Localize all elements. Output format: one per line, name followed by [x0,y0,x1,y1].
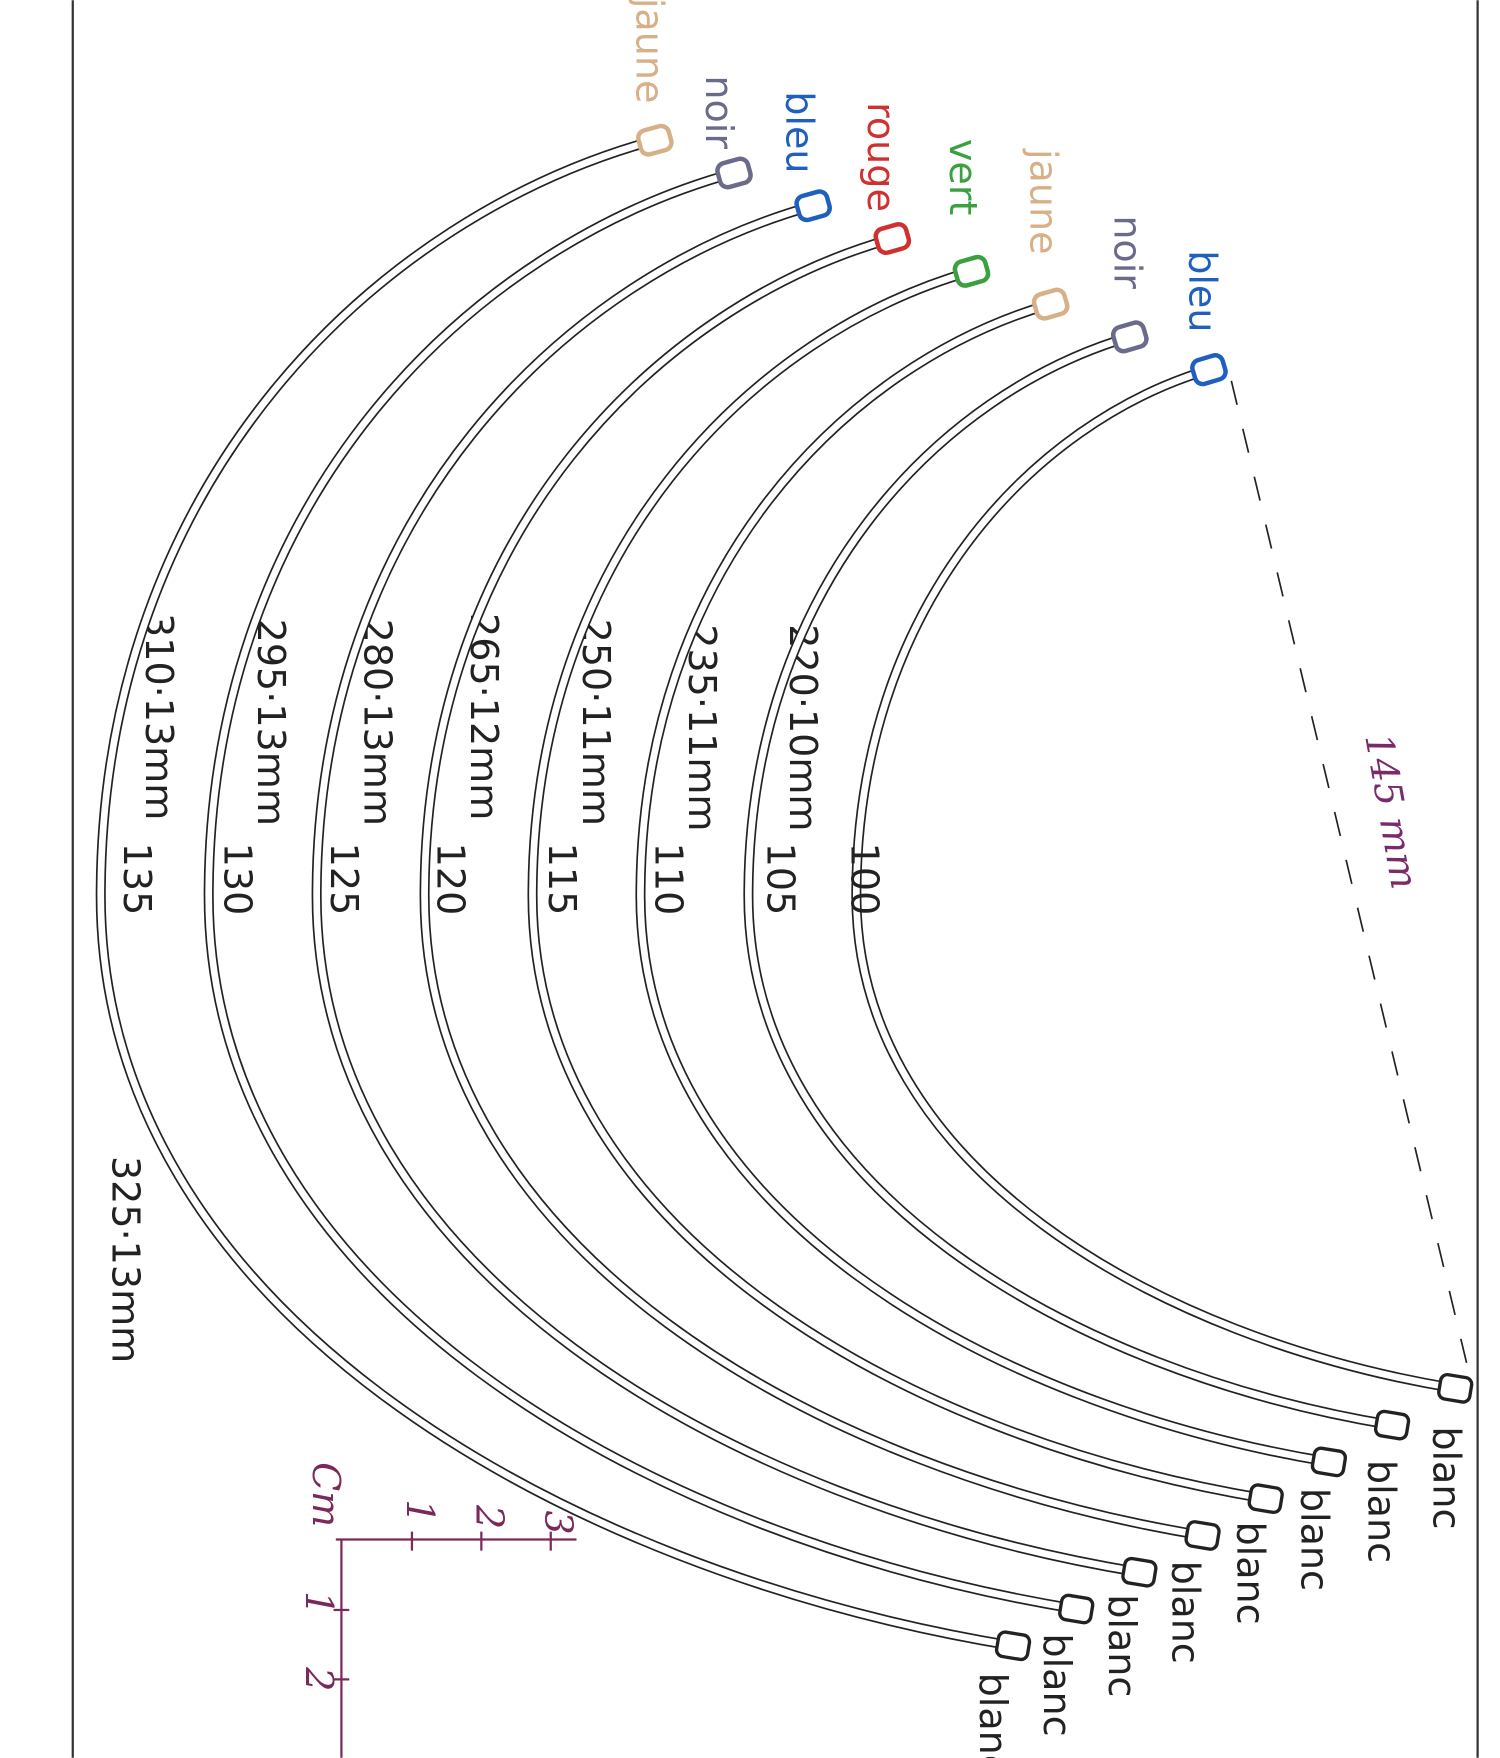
tip-label: jaune [1022,148,1066,255]
end-label: blanc [1292,1488,1336,1591]
radius-label: 100 [842,843,886,916]
end-label: blanc [1164,1561,1208,1664]
end-cap [1058,1593,1095,1625]
scale-label: 1 [297,1591,341,1615]
radius-label: 120 [428,843,472,916]
end-label: blanc [971,1673,1015,1758]
end-cap [1310,1446,1348,1478]
end-cap [994,1630,1032,1662]
wire-core [637,300,1330,1466]
tip-cap [794,189,832,223]
length-label: 235·11mm [680,624,724,831]
wire-outline [851,364,1457,1394]
radius-label: 110 [647,843,691,916]
end-cap [1184,1520,1221,1551]
wire-core [852,366,1456,1392]
scale-label: 2 [297,1666,341,1691]
end-label: blanc [1035,1633,1079,1736]
tip-cap [1110,320,1149,354]
tip-cap [1031,287,1070,321]
length-label: 295·13mm [249,619,293,826]
wire-core [97,136,1014,1650]
tip-label: bleu [778,91,822,173]
tip-cap [636,123,674,157]
tip-label: rouge [859,102,903,212]
end-cap [1373,1409,1411,1441]
end-cap [1247,1483,1284,1515]
wire-core [421,235,1204,1539]
end-cap [1121,1556,1158,1588]
radius-label: 115 [540,843,584,916]
end-label: blanc [1229,1521,1273,1624]
scale-labels: Cm 1 2 3 1 2 [297,1462,581,1691]
radius-label: 135 [115,843,159,916]
end-label: blanc [1360,1460,1404,1563]
tip-label: bleu [1181,250,1225,332]
radius-label: 105 [758,843,802,916]
scale [333,1531,577,1758]
tip-cap [715,156,753,190]
annotation: 145 mm [1356,730,1427,892]
radius-label: 125 [322,843,366,916]
dimension-line [1230,380,1470,1372]
length-label: 325·13mm [104,1156,148,1363]
scale-label: 1 [398,1499,442,1523]
wire-core [529,268,1267,1502]
end-cap [1437,1372,1474,1404]
length-label: 280·13mm [356,619,400,826]
end-label: blanc [1425,1426,1469,1529]
length-label: 310·13mm [137,613,181,820]
tip-cap [1190,353,1228,387]
wire-core [745,333,1393,1429]
length-label: 250·11mm [574,619,618,826]
radius-label: 130 [216,843,260,916]
wire-core [205,169,1077,1613]
scale-label: 2 [467,1504,511,1529]
end-label: blanc [1100,1594,1144,1697]
tip-label: vert [941,139,985,215]
tip-label: jaune [628,0,672,103]
wire-core [313,202,1140,1576]
tip-cap [873,222,912,256]
scale-unit: Cm [304,1462,348,1527]
tip-cap [952,254,991,288]
tip-label: noir [1106,215,1150,289]
tip-label: noir [697,75,741,149]
